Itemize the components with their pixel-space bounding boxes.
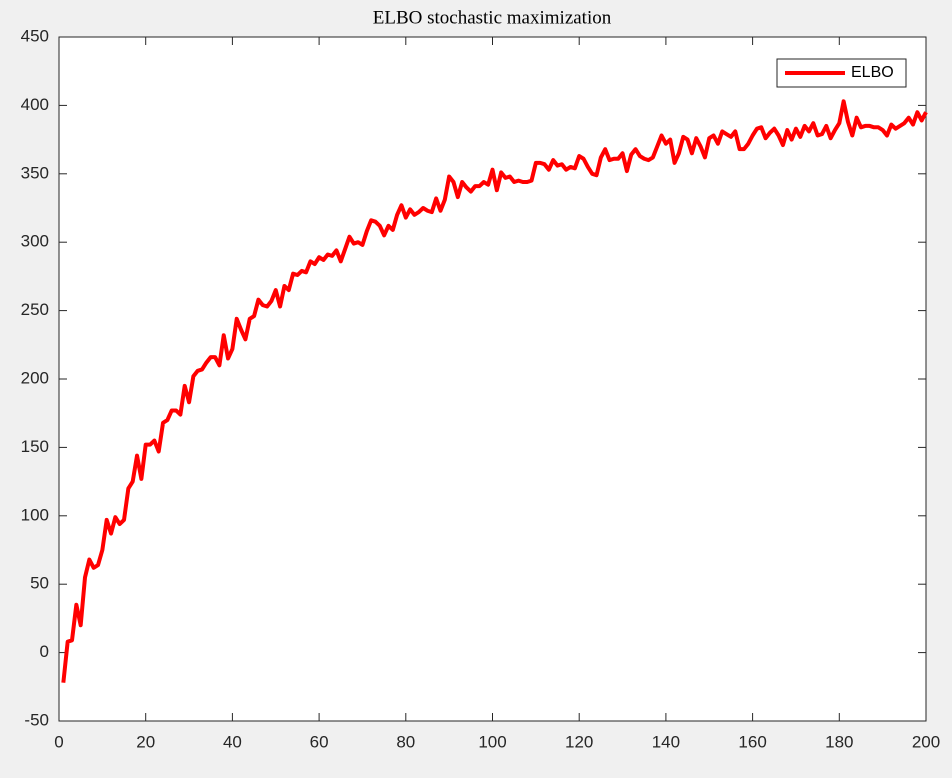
plot-area xyxy=(59,37,926,721)
y-tick-label: 300 xyxy=(21,232,49,251)
y-tick-label: 150 xyxy=(21,437,49,456)
x-tick-label: 60 xyxy=(310,732,329,751)
y-tick-label: 350 xyxy=(21,163,49,182)
x-tick-label: 140 xyxy=(652,732,680,751)
y-tick-label: 0 xyxy=(40,642,49,661)
x-tick-label: 40 xyxy=(223,732,242,751)
x-tick-label: 120 xyxy=(565,732,593,751)
axes-box xyxy=(58,36,927,722)
y-tick-label: 200 xyxy=(21,368,49,387)
chart-title: ELBO stochastic maximization xyxy=(373,7,612,28)
x-tick-label: 100 xyxy=(478,732,506,751)
y-tick-label: 100 xyxy=(21,505,49,524)
x-tick-label: 200 xyxy=(912,732,940,751)
x-tick-label: 180 xyxy=(825,732,853,751)
y-tick-label: -50 xyxy=(24,710,49,729)
x-tick-label: 20 xyxy=(136,732,155,751)
x-tick-label: 0 xyxy=(54,732,63,751)
x-tick-label: 80 xyxy=(396,732,415,751)
y-tick-label: 450 xyxy=(21,26,49,45)
x-tick-label: 160 xyxy=(738,732,766,751)
data-line xyxy=(61,99,928,683)
y-tick-label: 50 xyxy=(30,574,49,593)
legend-label: ELBO xyxy=(851,64,894,81)
y-tick-label: 250 xyxy=(21,300,49,319)
y-tick-label: 400 xyxy=(21,95,49,114)
